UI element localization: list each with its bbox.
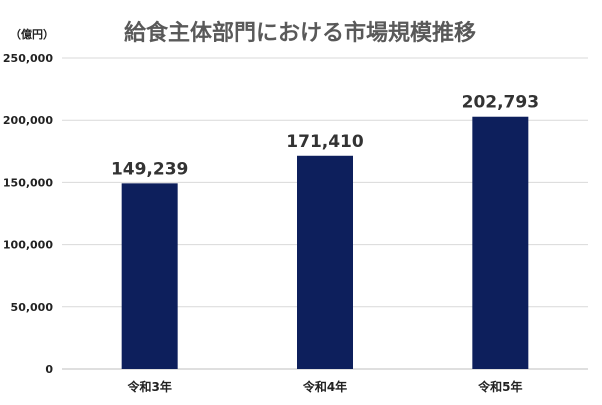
y-tick-label: 250,000 (3, 52, 53, 65)
y-axis-tick-labels: 0 50,000 100,000 150,000 200,000 250,000 (3, 52, 53, 376)
x-axis-category-labels: 令和3年 令和4年 令和5年 (126, 379, 522, 394)
bars (121, 116, 529, 369)
bar (297, 155, 353, 369)
y-tick-label: 150,000 (3, 176, 53, 189)
y-tick-label: 0 (45, 363, 53, 376)
data-label: 202,793 (462, 93, 539, 113)
data-labels: 149,239 171,410 202,793 (111, 93, 539, 180)
category-label: 令和3年 (126, 379, 171, 394)
y-tick-label: 200,000 (3, 114, 53, 127)
bar (472, 116, 529, 369)
y-tick-label: 100,000 (3, 239, 53, 252)
chart-title: 給食主体部門における市場規模推移 (124, 20, 476, 46)
category-label: 令和4年 (302, 379, 347, 394)
data-label: 171,410 (286, 132, 364, 152)
y-axis-unit-label: （億円） (10, 27, 54, 41)
y-tick-label: 50,000 (11, 301, 54, 314)
data-label: 149,239 (111, 159, 188, 179)
category-label: 令和5年 (477, 379, 522, 394)
bar (121, 183, 178, 369)
